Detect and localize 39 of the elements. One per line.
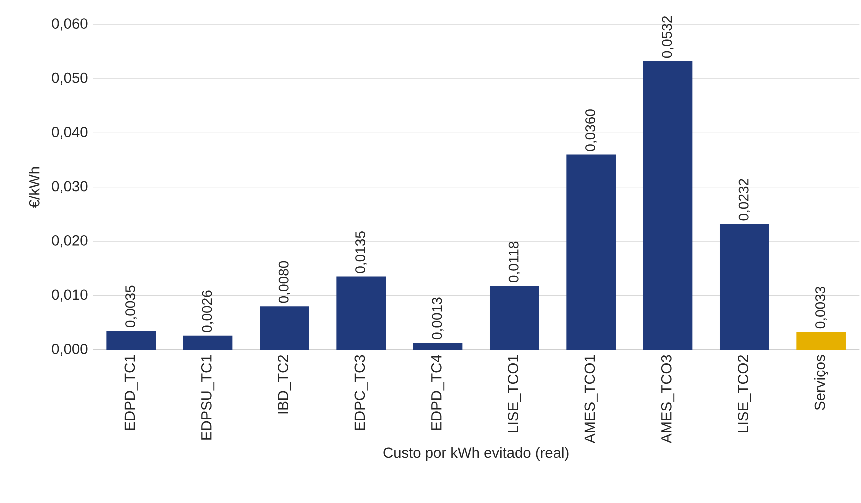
data-label: 0,0035 (126, 286, 138, 328)
x-tick-label: EDPSU_TC1 (201, 355, 215, 440)
x-tick-label: Serviços (814, 355, 828, 410)
bar (106, 331, 156, 350)
bar (643, 62, 693, 350)
data-label: 0,0232 (738, 179, 750, 221)
data-label: 0,0026 (202, 290, 214, 332)
bar (720, 224, 770, 350)
x-axis-title: Custo por kWh evitado (real) (384, 447, 569, 462)
x-tick-label: EDPC_TC3 (354, 355, 368, 430)
y-axis-title: €/kWh (29, 168, 40, 208)
y-tick-label: 0,050 (52, 72, 88, 85)
y-tick-label: 0,010 (52, 290, 88, 302)
data-label: 0,0118 (508, 242, 520, 283)
data-label: 0,0532 (662, 16, 674, 58)
data-label: 0,0360 (586, 110, 598, 152)
x-tick-label: AMES_TCO3 (661, 355, 675, 444)
x-tick-label: EDPD_TC1 (124, 355, 138, 430)
y-tick-label: 0,030 (52, 181, 88, 194)
data-label: 0,0080 (278, 261, 290, 304)
y-tick-label: 0,020 (52, 236, 88, 248)
bar (796, 332, 846, 350)
x-tick-label: IBD_TC2 (278, 355, 292, 414)
x-tick-label: LISE_TCO2 (738, 355, 752, 433)
x-tick-label: EDPD_TC4 (431, 355, 445, 430)
bar (183, 336, 233, 350)
y-tick-label: 0,040 (52, 127, 88, 140)
y-tick-label: 0,000 (52, 344, 88, 356)
x-tick-label: LISE_TCO1 (508, 355, 522, 433)
y-tick-label: 0,060 (52, 18, 88, 31)
x-tick-label: AMES_TCO1 (584, 355, 598, 444)
bar (260, 306, 310, 350)
data-label: 0,0013 (432, 298, 444, 340)
data-label: 0,0033 (816, 286, 828, 329)
bar (490, 286, 540, 350)
bar (336, 276, 386, 350)
data-label: 0,0135 (356, 232, 368, 274)
bar (413, 342, 463, 350)
bar (566, 154, 616, 350)
